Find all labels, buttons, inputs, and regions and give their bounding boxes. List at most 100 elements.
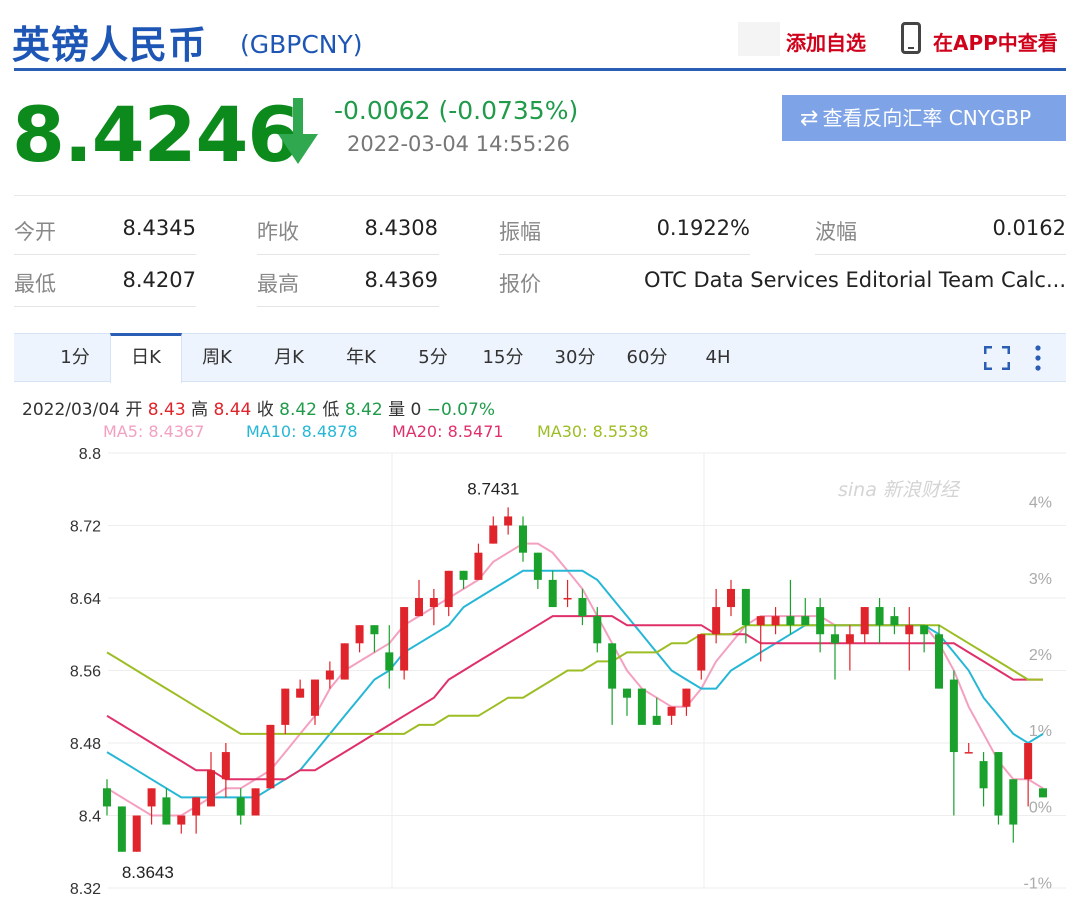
fullscreen-icon[interactable] xyxy=(984,346,1010,370)
candle-body xyxy=(964,752,973,754)
ohlc-close: 8.42 xyxy=(279,400,317,420)
y-tick-label: 8.48 xyxy=(70,736,101,753)
ohlc-close-label: 收 xyxy=(256,400,274,420)
candle-body xyxy=(192,797,201,816)
candle-body xyxy=(1039,788,1047,798)
candlestick-chart[interactable]: 8.8 8.72 8.64 8.56 8.48 8.4 8.32 4% 3% 2% 1% 0% -1% s… xyxy=(0,440,1080,898)
reverse-rate-button[interactable]: ⇄ 查看反向汇率 CNYGBP xyxy=(782,95,1066,141)
stats-divider xyxy=(14,195,1066,196)
candle-body xyxy=(1024,743,1033,780)
tab-daily-k[interactable]: 日K xyxy=(110,333,182,383)
candle-body xyxy=(831,634,839,644)
stat-underline xyxy=(815,254,1066,255)
candle-body xyxy=(741,588,750,626)
y-tick-label: 8.56 xyxy=(70,664,101,681)
candle-body xyxy=(251,788,260,816)
ohlc-open-label: 开 xyxy=(125,400,143,420)
candle-body xyxy=(177,815,186,825)
candle-body xyxy=(132,815,141,852)
watermark-logo: sina 新浪财经 xyxy=(838,479,961,501)
candle-body xyxy=(652,715,661,725)
extreme-value-label: 8.3643 xyxy=(122,863,174,882)
candle-body xyxy=(370,625,379,635)
ma5-line xyxy=(106,542,1044,817)
candle-body xyxy=(415,598,423,617)
swap-icon: ⇄ xyxy=(800,106,819,131)
view-in-app-button[interactable]: 在APP中查看 xyxy=(933,31,1058,55)
candle-body xyxy=(697,634,706,671)
tab-60min[interactable]: 60分 xyxy=(626,347,668,368)
pct-tick-label: 4% xyxy=(1029,495,1052,512)
stat-label-quote-source: 报价 xyxy=(499,272,541,296)
candle-body xyxy=(593,616,602,644)
tab-15min[interactable]: 15分 xyxy=(482,347,524,368)
ohlc-high: 8.44 xyxy=(213,400,252,420)
candle-body xyxy=(801,616,810,626)
stat-value-range: 0.0162 xyxy=(992,216,1066,240)
tab-yearly-k[interactable]: 年K xyxy=(346,347,376,368)
ohlc-open: 8.43 xyxy=(147,400,186,420)
stat-value-high: 8.4369 xyxy=(364,268,438,292)
candle-body xyxy=(207,770,215,807)
y-tick-label: 8.72 xyxy=(70,519,101,536)
stat-underline xyxy=(257,254,439,255)
add-favorite-button[interactable]: 添加自选 xyxy=(786,31,866,55)
pct-tick-label: 2% xyxy=(1029,647,1052,664)
page-title: 英镑人民币 xyxy=(12,23,208,67)
candle-body xyxy=(355,625,364,644)
ma30-legend: MA30: 8.5538 xyxy=(537,422,649,441)
more-options-icon[interactable] xyxy=(1033,344,1043,372)
currency-code: (GBPCNY) xyxy=(240,30,363,59)
tab-4h[interactable]: 4H xyxy=(705,347,731,368)
candle-body xyxy=(325,670,334,680)
header-placeholder xyxy=(738,22,780,56)
tab-weekly-k[interactable]: 周K xyxy=(202,347,232,368)
candle-body xyxy=(444,570,453,608)
candle-body xyxy=(712,607,721,635)
candle-body xyxy=(756,616,765,626)
price-change: -0.0062 (-0.0735%) xyxy=(334,96,579,125)
candle-body xyxy=(519,525,527,553)
candle-body xyxy=(385,652,394,671)
candle-body xyxy=(905,625,914,635)
stat-underline xyxy=(499,254,750,255)
stat-value-open: 8.4345 xyxy=(122,216,196,240)
candle-body xyxy=(281,688,290,725)
stat-value-prev-close: 8.4308 xyxy=(364,216,438,240)
candle-body xyxy=(236,797,245,816)
stat-label-range: 波幅 xyxy=(815,220,857,244)
pct-tick-label: -1% xyxy=(1024,876,1052,893)
reverse-rate-label: 查看反向汇率 CNYGBP xyxy=(822,106,1032,130)
y-tick-label: 8.4 xyxy=(79,809,101,826)
ma30-line xyxy=(106,624,1043,735)
candle-body xyxy=(563,598,572,600)
candle-body xyxy=(1009,779,1018,825)
candle-body xyxy=(637,688,646,725)
stat-underline xyxy=(14,306,196,307)
stat-underline xyxy=(14,254,196,255)
candle-body xyxy=(682,688,691,707)
down-arrow-icon xyxy=(278,98,318,164)
tab-30min[interactable]: 30分 xyxy=(554,347,596,368)
candle-body xyxy=(103,788,111,807)
candle-body xyxy=(548,579,557,608)
candle-body xyxy=(890,616,899,626)
header-divider xyxy=(14,68,1066,71)
candle-body xyxy=(623,688,631,698)
candle-body xyxy=(816,607,825,635)
stat-underline xyxy=(257,306,439,307)
ohlc-summary: 2022/03/04 开 8.43 高 8.44 收 8.42 低 8.42 量… xyxy=(22,395,495,420)
candle-body xyxy=(771,616,780,626)
phone-icon[interactable] xyxy=(901,22,921,54)
extreme-value-label: 8.7431 xyxy=(467,480,519,499)
ohlc-high-label: 高 xyxy=(191,400,209,420)
tab-monthly-k[interactable]: 月K xyxy=(274,347,304,368)
candle-body xyxy=(311,679,319,716)
tab-1min[interactable]: 1分 xyxy=(60,347,90,368)
candle-body xyxy=(459,570,468,580)
candle-body xyxy=(400,607,409,671)
candle-body xyxy=(920,625,929,635)
candle-body xyxy=(935,634,943,689)
ma10-line xyxy=(106,569,1044,799)
tab-5min[interactable]: 5分 xyxy=(418,347,448,368)
